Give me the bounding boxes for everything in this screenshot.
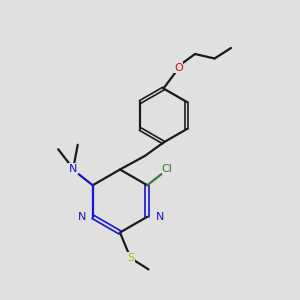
Text: S: S [127,253,134,263]
Text: O: O [174,62,183,73]
Text: Cl: Cl [161,164,172,174]
Text: N: N [156,212,164,222]
Text: N: N [78,212,86,222]
Text: N: N [69,164,77,174]
